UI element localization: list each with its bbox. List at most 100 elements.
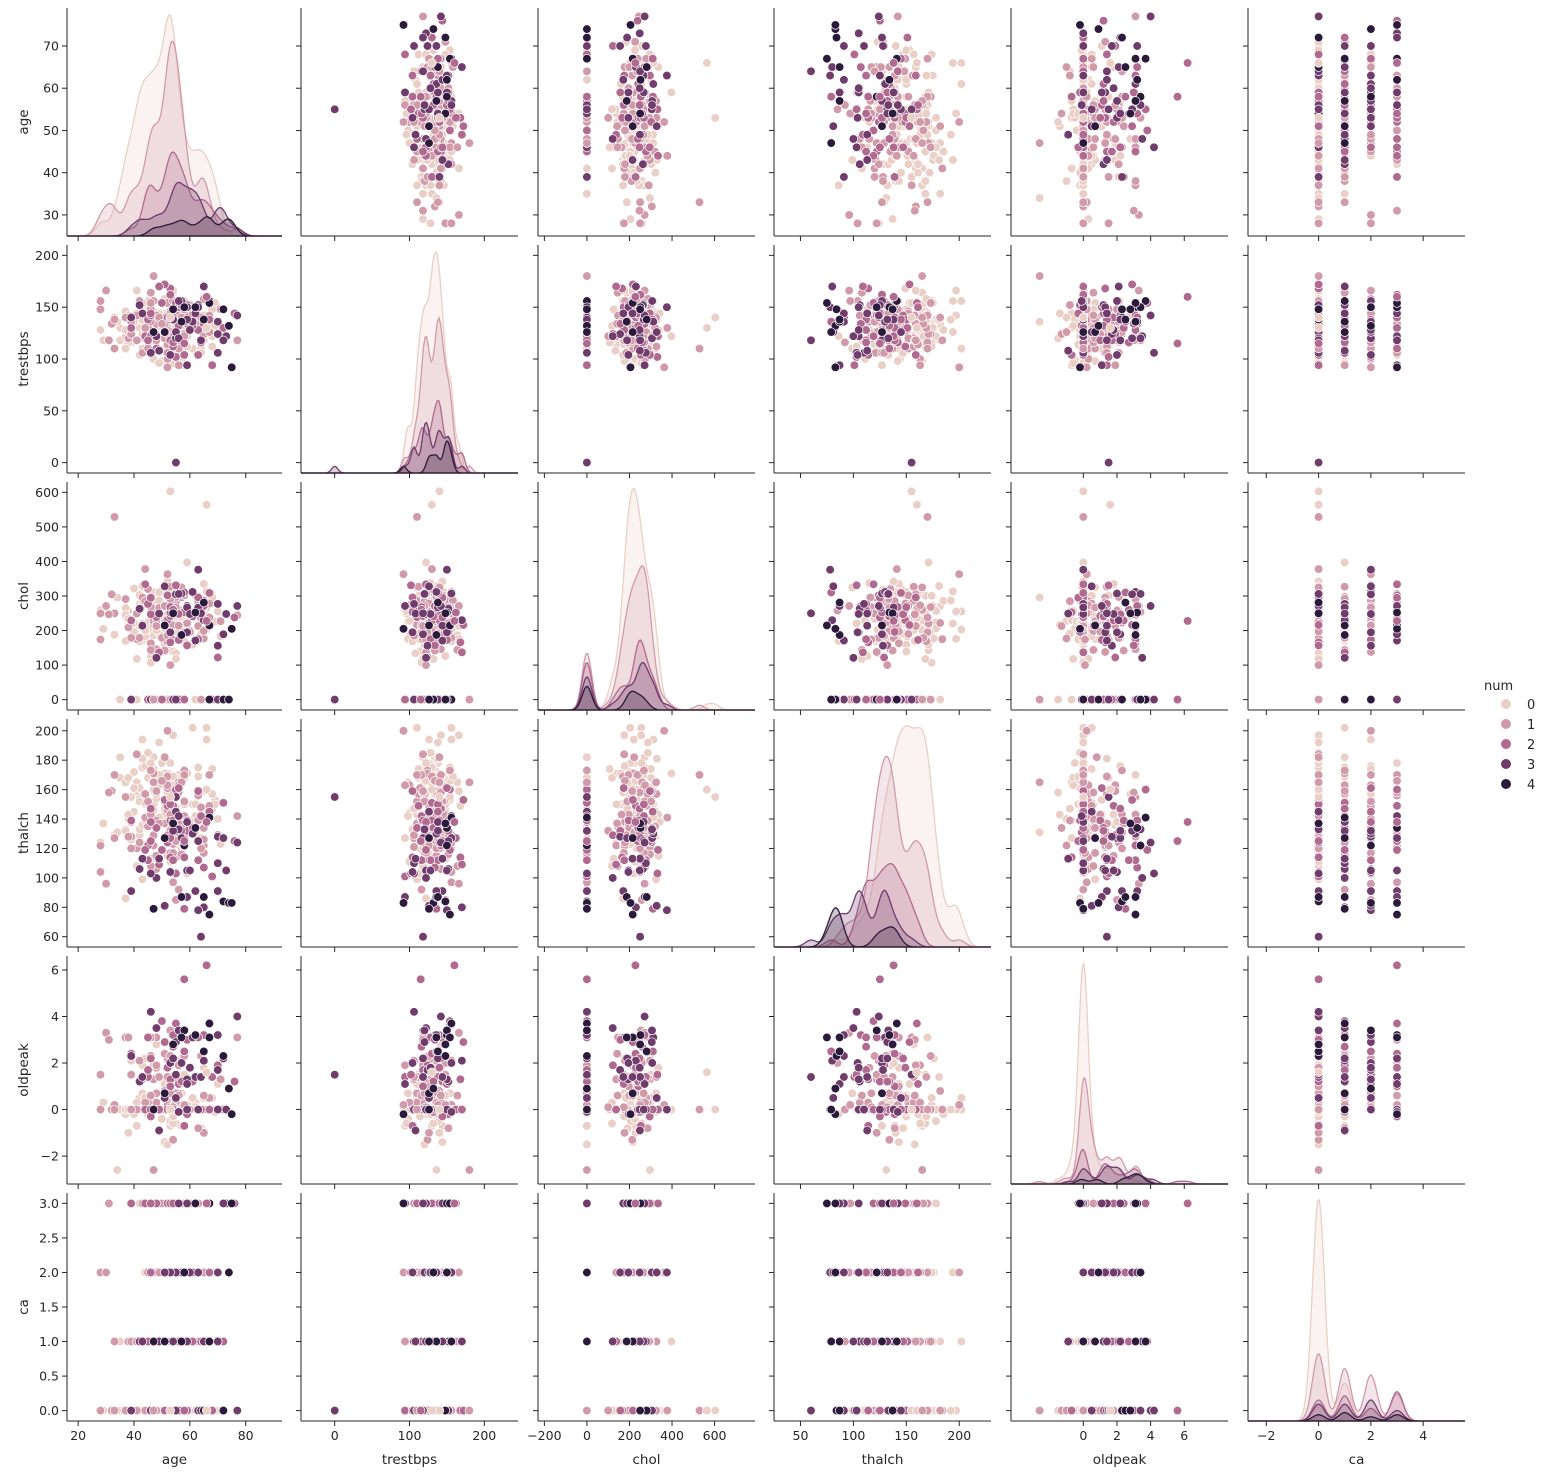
point (869, 172, 880, 182)
point (1102, 49, 1112, 60)
point (132, 654, 142, 664)
point (1078, 54, 1088, 64)
point (806, 608, 816, 618)
point (1078, 28, 1088, 38)
point (826, 138, 836, 148)
point (1110, 360, 1120, 370)
point (893, 66, 903, 76)
point (926, 142, 936, 152)
point (641, 41, 651, 51)
y-tick-label: 50 (43, 123, 59, 138)
point (179, 338, 189, 349)
point (887, 108, 898, 119)
point (171, 457, 181, 468)
point (954, 362, 964, 372)
point (623, 350, 634, 360)
point (146, 308, 156, 319)
point (101, 285, 111, 296)
point (1313, 180, 1324, 190)
point (160, 327, 170, 337)
point (1075, 362, 1085, 372)
point (424, 121, 434, 131)
point (104, 335, 114, 345)
point (1366, 350, 1376, 360)
point (951, 634, 961, 644)
point (650, 168, 661, 178)
point (162, 362, 173, 372)
point (935, 618, 945, 628)
point (1100, 283, 1110, 294)
point (454, 210, 464, 220)
point (634, 142, 645, 152)
kde-trestbps-num-0 (301, 250, 518, 474)
point (431, 41, 442, 51)
point (913, 635, 923, 645)
panel-chol-vs-thalch (769, 482, 991, 715)
point (877, 327, 887, 337)
point (1115, 108, 1125, 119)
point (582, 104, 592, 114)
point (948, 155, 958, 165)
point (174, 589, 184, 599)
point (628, 327, 638, 337)
point (894, 638, 904, 648)
point (1065, 70, 1075, 81)
point (1313, 11, 1324, 22)
point (612, 121, 622, 131)
point (1107, 146, 1117, 157)
point (893, 100, 903, 110)
point (1098, 96, 1109, 106)
point (126, 323, 136, 333)
point (1100, 647, 1110, 657)
point (1340, 360, 1350, 370)
point (884, 134, 895, 144)
point (1078, 281, 1088, 292)
point (1066, 163, 1077, 174)
point (416, 92, 426, 102)
point (140, 564, 150, 574)
point (909, 582, 919, 592)
point (1313, 172, 1324, 182)
point (1103, 580, 1114, 590)
point (1313, 49, 1324, 60)
point (1078, 602, 1088, 613)
point (875, 694, 885, 705)
point (1366, 104, 1376, 114)
point (1129, 640, 1139, 651)
point (213, 317, 223, 327)
point (224, 321, 234, 331)
point (1340, 630, 1350, 640)
point (1117, 694, 1127, 705)
point (1127, 279, 1137, 290)
point (401, 130, 412, 140)
point (1313, 457, 1324, 468)
point (199, 597, 209, 608)
point (702, 323, 712, 333)
point (920, 189, 931, 199)
point (827, 281, 837, 292)
point (854, 609, 864, 619)
point (134, 633, 145, 643)
point (165, 350, 175, 360)
point (1392, 624, 1402, 634)
point (1392, 75, 1402, 85)
point (1366, 362, 1376, 372)
point (1134, 285, 1144, 296)
point (1097, 360, 1107, 370)
point (1313, 271, 1324, 281)
point (1366, 130, 1376, 140)
point (954, 569, 964, 579)
point (1366, 70, 1376, 81)
point (1313, 218, 1324, 228)
point (659, 362, 669, 372)
point (615, 41, 625, 51)
y-tick-label: 500 (35, 519, 59, 534)
point (146, 348, 156, 358)
point (400, 87, 410, 98)
y-tick-label: 400 (35, 554, 59, 569)
point (834, 62, 845, 72)
panel-age-vs-trestbps (296, 8, 518, 241)
point (854, 28, 864, 38)
point (834, 87, 845, 98)
point (1127, 333, 1137, 343)
